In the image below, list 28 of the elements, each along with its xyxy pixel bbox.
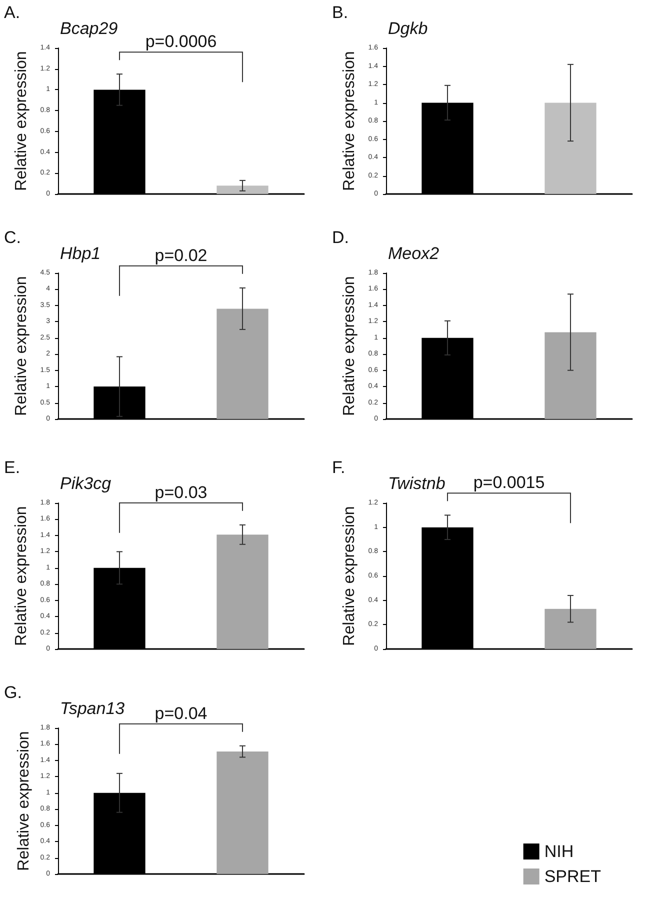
chart-title: Hbp1 <box>60 244 101 263</box>
y-axis-title: Relative expression <box>340 51 358 191</box>
text: p=0.04 <box>154 704 208 723</box>
chart-title: Tspan13 <box>60 699 126 718</box>
chart-title: Dgkb <box>388 19 428 38</box>
legend-label: SPRET <box>544 867 602 886</box>
chart-title: Bcap29 <box>60 19 118 38</box>
y-axis-title: Relative expression <box>12 51 30 191</box>
y-axis-title: Relative expression <box>16 731 32 871</box>
text: E. <box>4 458 20 477</box>
y-axis-title: Relative expression <box>340 276 358 416</box>
chart-title: Pik3cg <box>60 474 112 493</box>
text: A. <box>4 3 20 22</box>
text: B. <box>332 3 348 22</box>
text: G. <box>4 683 22 702</box>
legend-label: NIH <box>544 842 574 861</box>
text: D. <box>332 228 349 247</box>
chart-title: Meox2 <box>388 244 440 263</box>
y-axis-title: Relative expression <box>12 506 30 646</box>
chart-title: Twistnb <box>388 474 446 493</box>
text: p=0.02 <box>154 246 208 265</box>
y-axis-title: Relative expression <box>12 276 30 416</box>
text: p=0.0015 <box>473 473 545 492</box>
text: p=0.03 <box>154 482 208 502</box>
y-axis-title: Relative expression <box>340 506 358 646</box>
text: C. <box>4 228 21 247</box>
text: F. <box>332 458 346 477</box>
annotation: p=0.0006 <box>145 32 217 52</box>
